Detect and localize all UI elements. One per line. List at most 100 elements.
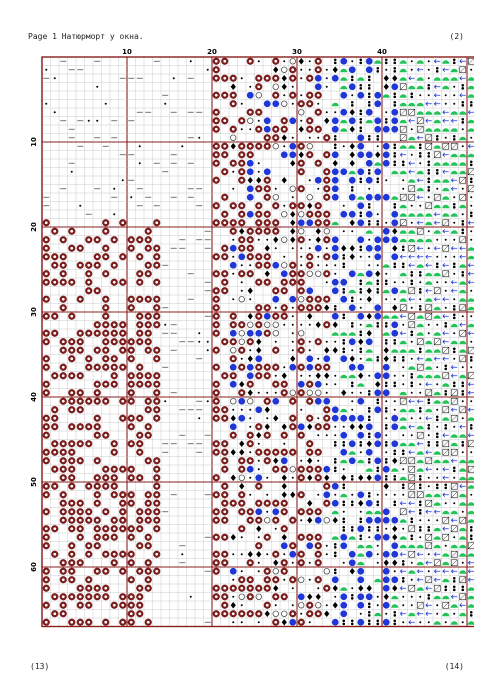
blue-stitch-symbol xyxy=(323,491,331,499)
box-stitch-diagonal xyxy=(400,398,407,405)
arrow-stitch-symbol xyxy=(442,331,449,336)
diamond-stitch-symbol xyxy=(332,517,338,524)
box-stitch-symbol xyxy=(433,584,441,592)
arrow-stitch-symbol xyxy=(425,263,432,268)
green-stitch-symbol xyxy=(467,94,475,98)
club-stitch-symbol xyxy=(367,95,371,99)
green-stitch-symbol xyxy=(416,561,424,566)
club-stitch-symbol xyxy=(359,117,363,121)
green-stitch-symbol xyxy=(433,162,441,166)
dash-stitch-symbol xyxy=(204,536,211,538)
blue-stitch-symbol xyxy=(374,372,382,380)
ring-stitch-symbol xyxy=(281,66,288,73)
column-number-label: 10 xyxy=(122,48,132,56)
box-stitch-symbol xyxy=(442,219,450,227)
club-stitch-symbol xyxy=(384,410,388,413)
brown-stitch-center xyxy=(155,518,159,522)
dot-stitch-symbol xyxy=(138,162,141,165)
ring-stitch-symbol xyxy=(289,185,296,192)
blue-stitch-symbol xyxy=(348,304,356,312)
brown-stitch-center xyxy=(240,119,244,123)
brown-stitch-center xyxy=(87,544,91,548)
green-stitch-symbol xyxy=(450,434,458,438)
brown-stitch-center xyxy=(257,544,261,548)
dot-stitch-symbol xyxy=(325,340,328,343)
club-stitch-symbol xyxy=(452,202,456,206)
club-stitch-symbol xyxy=(333,551,337,555)
brown-stitch-center xyxy=(121,501,125,505)
dot-stitch-symbol xyxy=(453,272,456,275)
brown-stitch-center xyxy=(223,289,227,293)
green-stitch-symbol xyxy=(425,493,433,498)
green-stitch-symbol xyxy=(467,306,475,311)
dash-stitch-symbol xyxy=(196,451,203,453)
blue-stitch-symbol xyxy=(365,338,373,346)
brown-stitch-center xyxy=(95,544,99,548)
club-stitch-symbol xyxy=(367,614,371,617)
dot-stitch-symbol xyxy=(317,264,320,267)
arrow-stitch-symbol xyxy=(416,611,424,616)
box-stitch-symbol xyxy=(433,287,441,295)
diamond-stitch-symbol xyxy=(290,228,296,235)
row-number-label: 30 xyxy=(30,307,38,317)
dot-stitch-symbol xyxy=(53,77,56,80)
box-stitch-symbol xyxy=(433,193,441,201)
arrow-stitch-symbol xyxy=(399,569,407,574)
row-number-label: 50 xyxy=(30,477,38,487)
ring-stitch-symbol xyxy=(298,576,305,583)
green-stitch-symbol xyxy=(416,459,424,464)
blue-stitch-symbol xyxy=(229,244,237,252)
club-stitch-symbol xyxy=(359,517,363,521)
club-stitch-symbol xyxy=(350,503,354,507)
club-stitch-symbol xyxy=(367,78,371,82)
club-stitch-symbol xyxy=(418,410,422,413)
dot-stitch-symbol xyxy=(393,298,396,301)
diamond-stitch-symbol xyxy=(281,423,287,430)
club-stitch-symbol xyxy=(367,168,371,172)
green-stitch-symbol xyxy=(459,170,467,175)
club-stitch-symbol xyxy=(333,308,337,311)
club-stitch-symbol xyxy=(393,614,397,617)
dash-stitch-symbol xyxy=(136,188,143,190)
box-stitch-diagonal xyxy=(442,449,449,456)
dot-stitch-symbol xyxy=(317,459,320,462)
blue-stitch-symbol xyxy=(382,193,390,201)
brown-stitch-center xyxy=(129,238,133,242)
dot-stitch-symbol xyxy=(257,442,260,445)
club-stitch-symbol xyxy=(469,160,473,164)
brown-stitch-center xyxy=(121,323,125,327)
brown-stitch-center xyxy=(61,561,65,565)
brown-stitch-center xyxy=(214,612,218,616)
club-stitch-symbol xyxy=(333,304,337,308)
dot-stitch-symbol xyxy=(291,196,294,199)
brown-stitch-center xyxy=(274,348,278,352)
dash-stitch-symbol xyxy=(153,205,160,207)
diamond-stitch-symbol xyxy=(273,559,279,566)
brown-stitch-center xyxy=(129,578,133,582)
blue-stitch-symbol xyxy=(255,474,263,482)
diamond-stitch-symbol xyxy=(273,236,279,243)
club-stitch-symbol xyxy=(461,274,465,277)
arrow-stitch-symbol xyxy=(442,152,449,157)
box-stitch-symbol xyxy=(416,338,424,346)
box-stitch-diagonal xyxy=(417,338,424,345)
club-stitch-symbol xyxy=(393,619,397,623)
brown-stitch-center xyxy=(70,527,74,531)
green-stitch-symbol xyxy=(340,408,348,413)
brown-stitch-center xyxy=(214,204,218,208)
dot-stitch-symbol xyxy=(419,162,422,165)
arrow-stitch-symbol xyxy=(459,322,466,327)
diamond-stitch-symbol xyxy=(332,602,338,609)
blue-stitch-symbol xyxy=(340,210,348,218)
dot-stitch-symbol xyxy=(427,476,430,479)
ring-stitch-symbol xyxy=(272,143,279,150)
brown-stitch-center xyxy=(61,340,65,344)
brown-stitch-center xyxy=(129,527,133,531)
dash-stitch-symbol xyxy=(179,341,186,343)
box-stitch-diagonal xyxy=(451,398,458,405)
blue-stitch-symbol xyxy=(365,159,373,167)
brown-stitch-center xyxy=(214,493,218,497)
blue-stitch-symbol xyxy=(331,312,339,320)
brown-stitch-center xyxy=(138,340,142,344)
dash-stitch-symbol xyxy=(162,171,169,173)
